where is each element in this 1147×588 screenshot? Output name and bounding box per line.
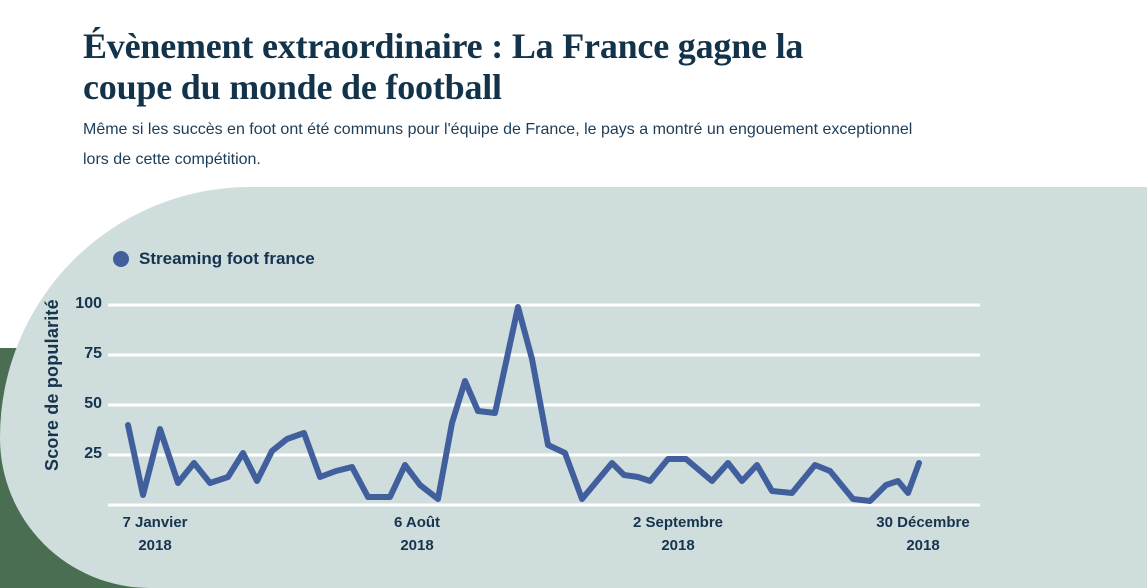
chart-panel (0, 187, 1147, 588)
page-title: Évènement extraordinaire : La France gag… (83, 26, 804, 108)
series-line-streaming-foot-france (125, 304, 922, 504)
page-subtitle: Même si les succès en foot ont été commu… (83, 121, 913, 168)
